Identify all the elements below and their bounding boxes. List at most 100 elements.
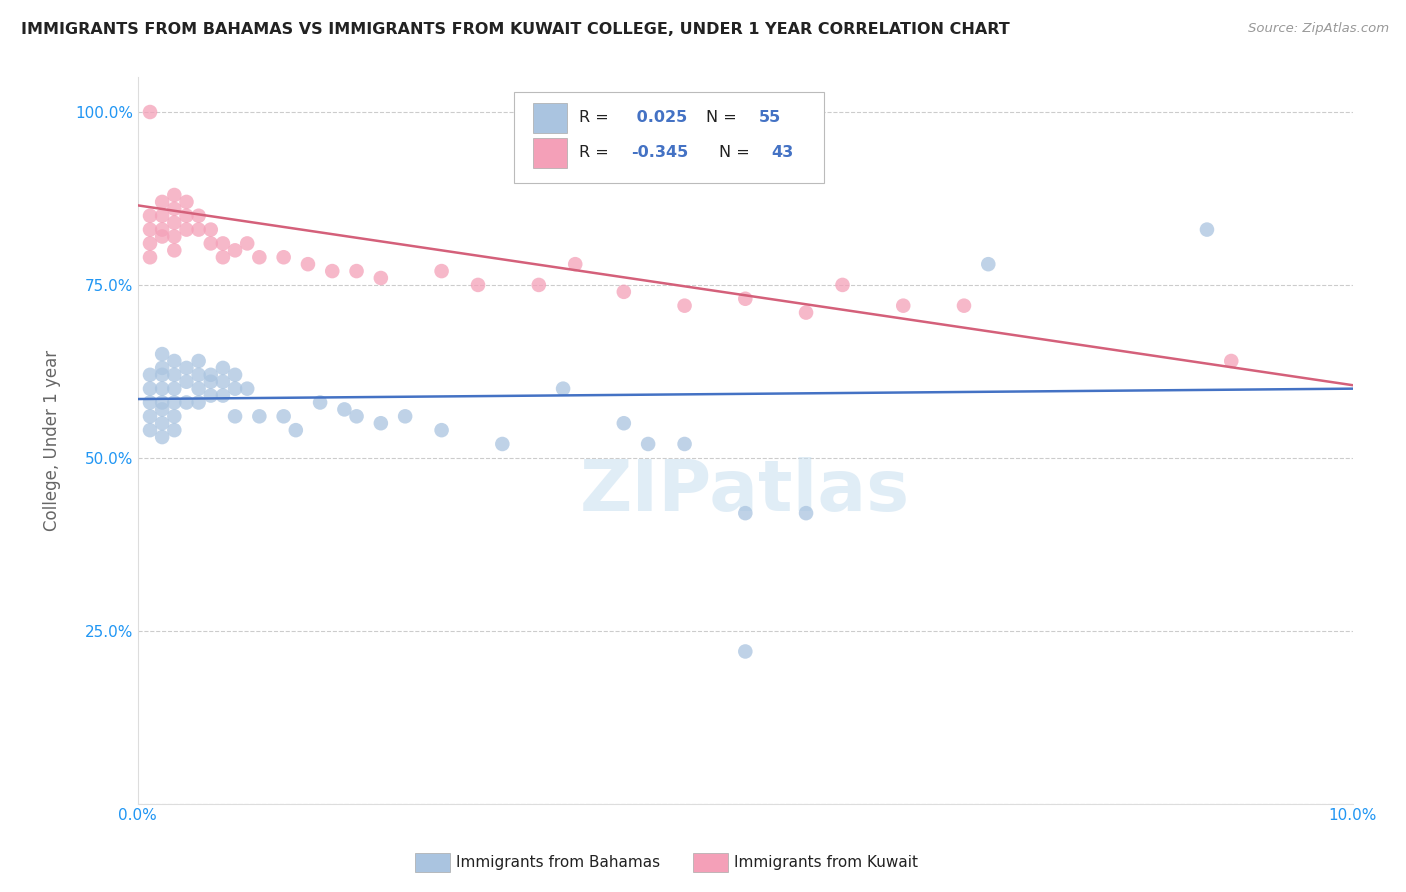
Point [163,368,186,382]
Point [673,437,696,451]
Text: IMMIGRANTS FROM BAHAMAS VS IMMIGRANTS FROM KUWAIT COLLEGE, UNDER 1 YEAR CORRELAT: IMMIGRANTS FROM BAHAMAS VS IMMIGRANTS FR… [21,22,1010,37]
Point [200,375,222,389]
Point [551,382,574,396]
Point [150,229,173,244]
Point [297,257,319,271]
Point [176,222,198,236]
Point [831,277,853,292]
Point [163,354,186,368]
Point [794,305,817,319]
Point [977,257,1000,271]
Point [613,416,636,430]
Point [236,382,259,396]
Point [139,105,162,120]
Point [163,395,186,409]
Point [150,382,173,396]
Y-axis label: College, Under 1 year: College, Under 1 year [44,350,60,531]
Point [212,236,235,251]
Point [150,222,173,236]
Point [734,292,756,306]
Point [176,375,198,389]
Point [187,222,209,236]
Point [333,402,356,417]
Point [187,209,209,223]
Point [139,409,162,424]
Point [212,388,235,402]
Point [224,368,246,382]
Point [430,264,453,278]
Point [176,194,198,209]
Point [176,360,198,375]
Point [163,229,186,244]
Point [150,368,173,382]
Point [187,354,209,368]
Point [139,368,162,382]
Point [284,423,307,437]
Point [187,368,209,382]
Point [163,409,186,424]
Point [163,382,186,396]
Point [212,375,235,389]
Point [953,299,976,313]
Point [247,250,270,264]
Point [187,395,209,409]
Point [273,250,295,264]
Point [491,437,513,451]
Point [139,222,162,236]
Point [139,395,162,409]
Point [163,423,186,437]
Point [163,202,186,216]
Point [224,382,246,396]
Text: ZIPatlas: ZIPatlas [581,457,910,526]
Point [200,368,222,382]
Point [200,236,222,251]
Point [150,360,173,375]
Point [346,409,368,424]
Point [430,423,453,437]
Point [150,209,173,223]
Point [139,250,162,264]
Point [1195,222,1218,236]
Point [163,188,186,202]
Point [1220,354,1243,368]
Point [224,409,246,424]
Point [139,423,162,437]
Point [564,257,586,271]
Point [794,506,817,520]
Point [163,216,186,230]
Point [734,644,756,658]
Point [187,382,209,396]
Text: N =: N = [718,145,755,160]
Point [139,209,162,223]
Text: N =: N = [706,110,742,125]
Point [637,437,659,451]
Point [673,299,696,313]
Point [236,236,259,251]
Text: Source: ZipAtlas.com: Source: ZipAtlas.com [1249,22,1389,36]
Point [247,409,270,424]
Point [309,395,332,409]
Point [273,409,295,424]
Point [613,285,636,299]
Point [176,209,198,223]
Point [150,194,173,209]
Point [527,277,550,292]
Point [150,347,173,361]
Point [891,299,914,313]
Point [394,409,416,424]
Point [200,222,222,236]
Point [150,402,173,417]
Point [150,395,173,409]
Point [346,264,368,278]
Point [212,360,235,375]
Text: 43: 43 [770,145,793,160]
Text: R =: R = [579,145,614,160]
Point [200,388,222,402]
Point [370,416,392,430]
Bar [533,103,567,134]
Text: 0.025: 0.025 [631,110,688,125]
Point [212,250,235,264]
Point [467,277,489,292]
Point [139,236,162,251]
FancyBboxPatch shape [515,92,824,183]
